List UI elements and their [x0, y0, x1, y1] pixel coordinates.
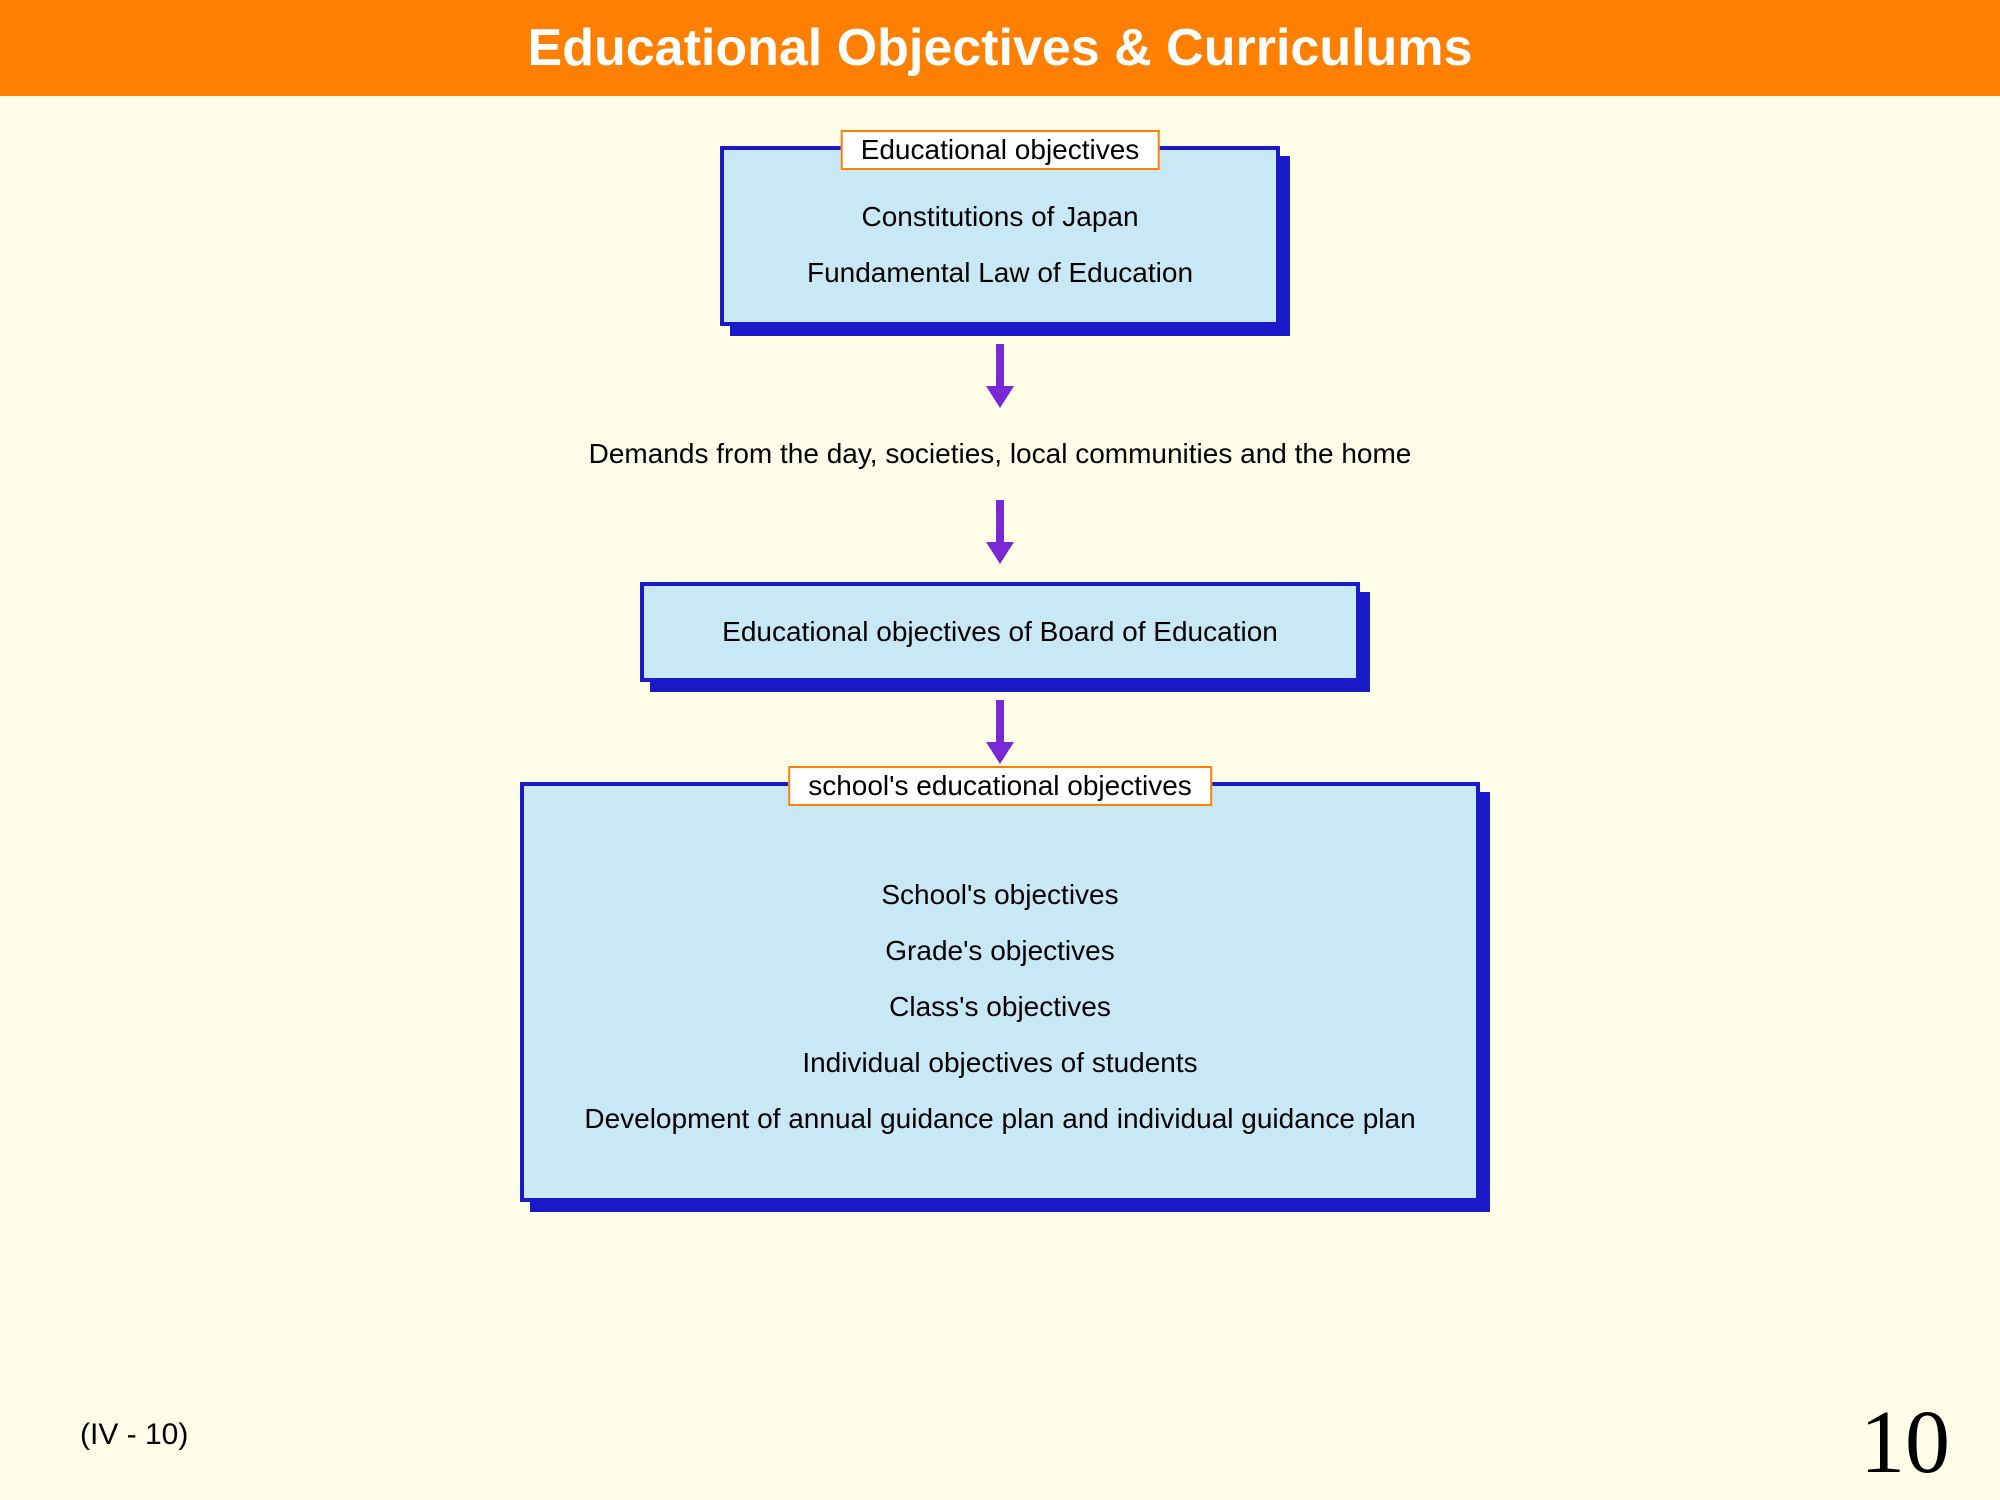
box1-line-1: Fundamental Law of Education [807, 257, 1193, 289]
box3-line-1: Grade's objectives [885, 935, 1114, 967]
diagram-content: Educational objectives Constitutions of … [0, 96, 2000, 1202]
box2-line-0: Educational objectives of Board of Educa… [722, 616, 1278, 648]
box-school-objectives: school's educational objectives School's… [520, 782, 1480, 1202]
box3-label: school's educational objectives [788, 766, 1212, 806]
box-board-of-education: Educational objectives of Board of Educa… [640, 582, 1360, 682]
box3-line-4: Development of annual guidance plan and … [584, 1103, 1415, 1135]
box1-label: Educational objectives [841, 130, 1160, 170]
arrow-down-icon [986, 344, 1014, 408]
arrow-down-icon [986, 700, 1014, 764]
box-educational-objectives: Educational objectives Constitutions of … [720, 146, 1280, 326]
title-text: Educational Objectives & Curriculums [528, 19, 1473, 77]
page-title: Educational Objectives & Curriculums [0, 0, 2000, 96]
box3-line-3: Individual objectives of students [802, 1047, 1197, 1079]
arrow-down-icon [986, 500, 1014, 564]
page-number: 10 [1860, 1391, 1950, 1494]
box3-line-0: School's objectives [881, 879, 1118, 911]
box3-line-2: Class's objectives [889, 991, 1111, 1023]
page-reference: (IV - 10) [80, 1418, 188, 1452]
box1-line-0: Constitutions of Japan [861, 201, 1138, 233]
middle-text: Demands from the day, societies, local c… [589, 438, 1412, 470]
